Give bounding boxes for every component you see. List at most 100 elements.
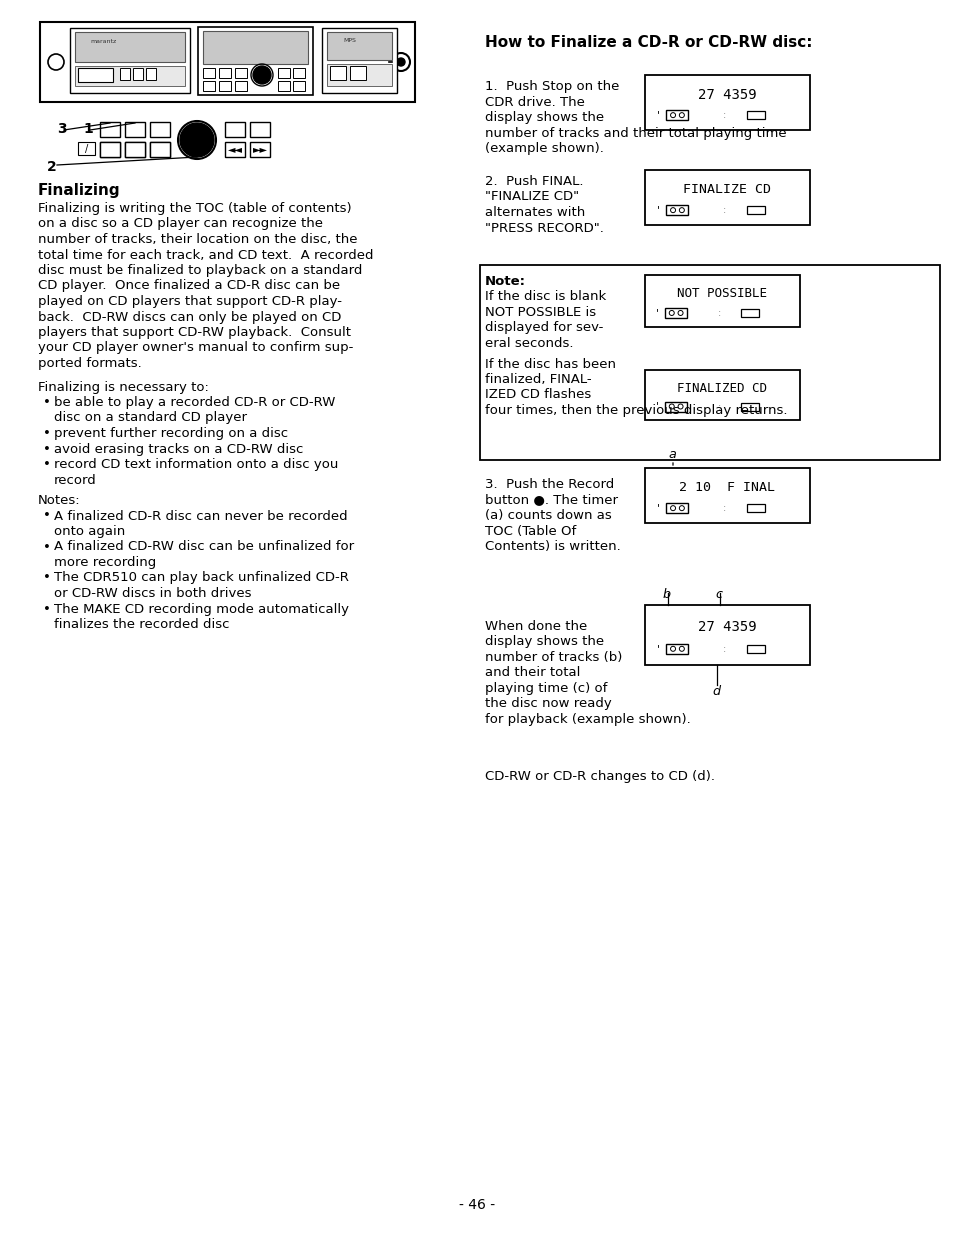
Text: •: • <box>43 396 51 409</box>
Text: CD-RW or CD-R changes to CD (d).: CD-RW or CD-R changes to CD (d). <box>484 769 714 783</box>
Text: ': ' <box>656 205 659 215</box>
Bar <box>322 28 396 93</box>
Text: IZED CD flashes: IZED CD flashes <box>484 389 591 401</box>
Text: ': ' <box>656 643 659 653</box>
Text: •: • <box>43 541 51 553</box>
Text: CDR drive. The: CDR drive. The <box>484 95 584 109</box>
Text: disc on a standard CD player: disc on a standard CD player <box>54 411 247 425</box>
Text: 3.  Push the Record: 3. Push the Record <box>484 478 614 492</box>
Bar <box>150 142 170 157</box>
Text: :: : <box>721 205 725 215</box>
Bar <box>150 142 170 157</box>
Text: 2.  Push FINAL.: 2. Push FINAL. <box>484 175 583 188</box>
Text: number of tracks and their total playing time: number of tracks and their total playing… <box>484 126 786 140</box>
Bar <box>203 82 214 91</box>
Text: •: • <box>43 572 51 584</box>
Bar <box>666 110 688 120</box>
Text: record CD text information onto a disc you: record CD text information onto a disc y… <box>54 458 338 471</box>
Bar <box>75 65 185 86</box>
Bar <box>219 68 231 78</box>
Text: 3: 3 <box>57 122 67 136</box>
Text: If the disc is blank: If the disc is blank <box>484 290 605 304</box>
Bar <box>664 308 686 317</box>
Text: ◄◄: ◄◄ <box>227 144 242 154</box>
Text: ►►: ►► <box>253 144 267 154</box>
Text: alternates with: alternates with <box>484 206 584 219</box>
Text: 27 4359: 27 4359 <box>698 620 756 634</box>
Bar <box>293 82 305 91</box>
Bar <box>293 68 305 78</box>
Text: display shows the: display shows the <box>484 111 603 124</box>
Bar <box>213 68 226 79</box>
Text: on a disc so a CD player can recognize the: on a disc so a CD player can recognize t… <box>38 217 323 231</box>
Bar <box>327 64 392 86</box>
Bar <box>203 31 308 64</box>
Text: The CDR510 can play back unfinalized CD-R: The CDR510 can play back unfinalized CD-… <box>54 572 349 584</box>
Text: 2 10  F INAL: 2 10 F INAL <box>679 482 775 494</box>
Bar <box>250 142 270 157</box>
Text: the disc now ready: the disc now ready <box>484 698 611 710</box>
Bar <box>75 32 185 62</box>
Bar <box>40 22 415 103</box>
Bar <box>234 82 247 91</box>
Bar <box>230 68 242 79</box>
Bar <box>644 468 809 522</box>
Text: b: b <box>662 588 670 601</box>
Bar <box>234 68 247 78</box>
Text: total time for each track, and CD text.  A recorded: total time for each track, and CD text. … <box>38 248 374 262</box>
Text: Finalizing: Finalizing <box>38 183 120 198</box>
Bar <box>746 111 764 119</box>
Bar <box>327 32 392 61</box>
Text: finalizes the recorded disc: finalizes the recorded disc <box>54 618 230 631</box>
Bar <box>125 122 145 137</box>
Bar <box>100 122 120 137</box>
Text: NOT POSSIBLE: NOT POSSIBLE <box>677 288 767 300</box>
Bar <box>120 68 130 80</box>
Text: FINALIZE CD: FINALIZE CD <box>682 183 771 196</box>
Bar <box>666 503 688 514</box>
Text: :: : <box>721 110 725 120</box>
Bar <box>746 206 764 214</box>
Text: Finalizing is necessary to:: Finalizing is necessary to: <box>38 380 209 394</box>
Text: disc must be finalized to playback on a standard: disc must be finalized to playback on a … <box>38 264 362 277</box>
Text: d: d <box>711 685 720 698</box>
Text: ': ' <box>656 503 659 514</box>
Bar <box>740 309 759 317</box>
Text: •: • <box>43 603 51 615</box>
Text: players that support CD-RW playback.  Consult: players that support CD-RW playback. Con… <box>38 326 351 338</box>
Text: prevent further recording on a disc: prevent further recording on a disc <box>54 427 288 440</box>
Bar <box>78 68 112 82</box>
Text: A finalized CD-RW disc can be unfinalized for: A finalized CD-RW disc can be unfinalize… <box>54 541 354 553</box>
Text: NOT POSSIBLE is: NOT POSSIBLE is <box>484 306 596 319</box>
Bar <box>198 68 210 79</box>
Text: CD player.  Once finalized a CD-R disc can be: CD player. Once finalized a CD-R disc ca… <box>38 279 340 293</box>
Text: 1: 1 <box>83 122 92 136</box>
Text: "FINALIZE CD": "FINALIZE CD" <box>484 190 578 204</box>
Bar <box>100 142 120 157</box>
Text: eral seconds.: eral seconds. <box>484 337 573 350</box>
Text: (example shown).: (example shown). <box>484 142 603 156</box>
Bar <box>225 122 245 137</box>
Text: Notes:: Notes: <box>38 494 81 508</box>
Bar <box>350 65 366 80</box>
Bar <box>740 403 759 410</box>
Text: ': ' <box>655 308 659 317</box>
Text: playing time (c) of: playing time (c) of <box>484 682 607 695</box>
Bar <box>479 266 939 459</box>
Circle shape <box>396 58 405 65</box>
Text: 27 4359: 27 4359 <box>698 88 756 101</box>
Text: (a) counts down as: (a) counts down as <box>484 509 611 522</box>
Text: back.  CD-RW discs can only be played on CD: back. CD-RW discs can only be played on … <box>38 310 341 324</box>
Text: ': ' <box>655 401 659 411</box>
Text: Finalizing is writing the TOC (table of contents): Finalizing is writing the TOC (table of … <box>38 203 352 215</box>
Text: - 46 -: - 46 - <box>458 1198 495 1212</box>
Text: MPS: MPS <box>343 38 356 43</box>
Text: record: record <box>54 473 96 487</box>
Text: displayed for sev-: displayed for sev- <box>484 321 602 335</box>
Bar <box>70 28 190 93</box>
Text: four times, then the previous display returns.: four times, then the previous display re… <box>484 404 786 417</box>
Text: onto again: onto again <box>54 525 125 538</box>
Text: •: • <box>43 442 51 456</box>
Text: your CD player owner's manual to confirm sup-: your CD player owner's manual to confirm… <box>38 342 353 354</box>
Text: ': ' <box>656 110 659 120</box>
